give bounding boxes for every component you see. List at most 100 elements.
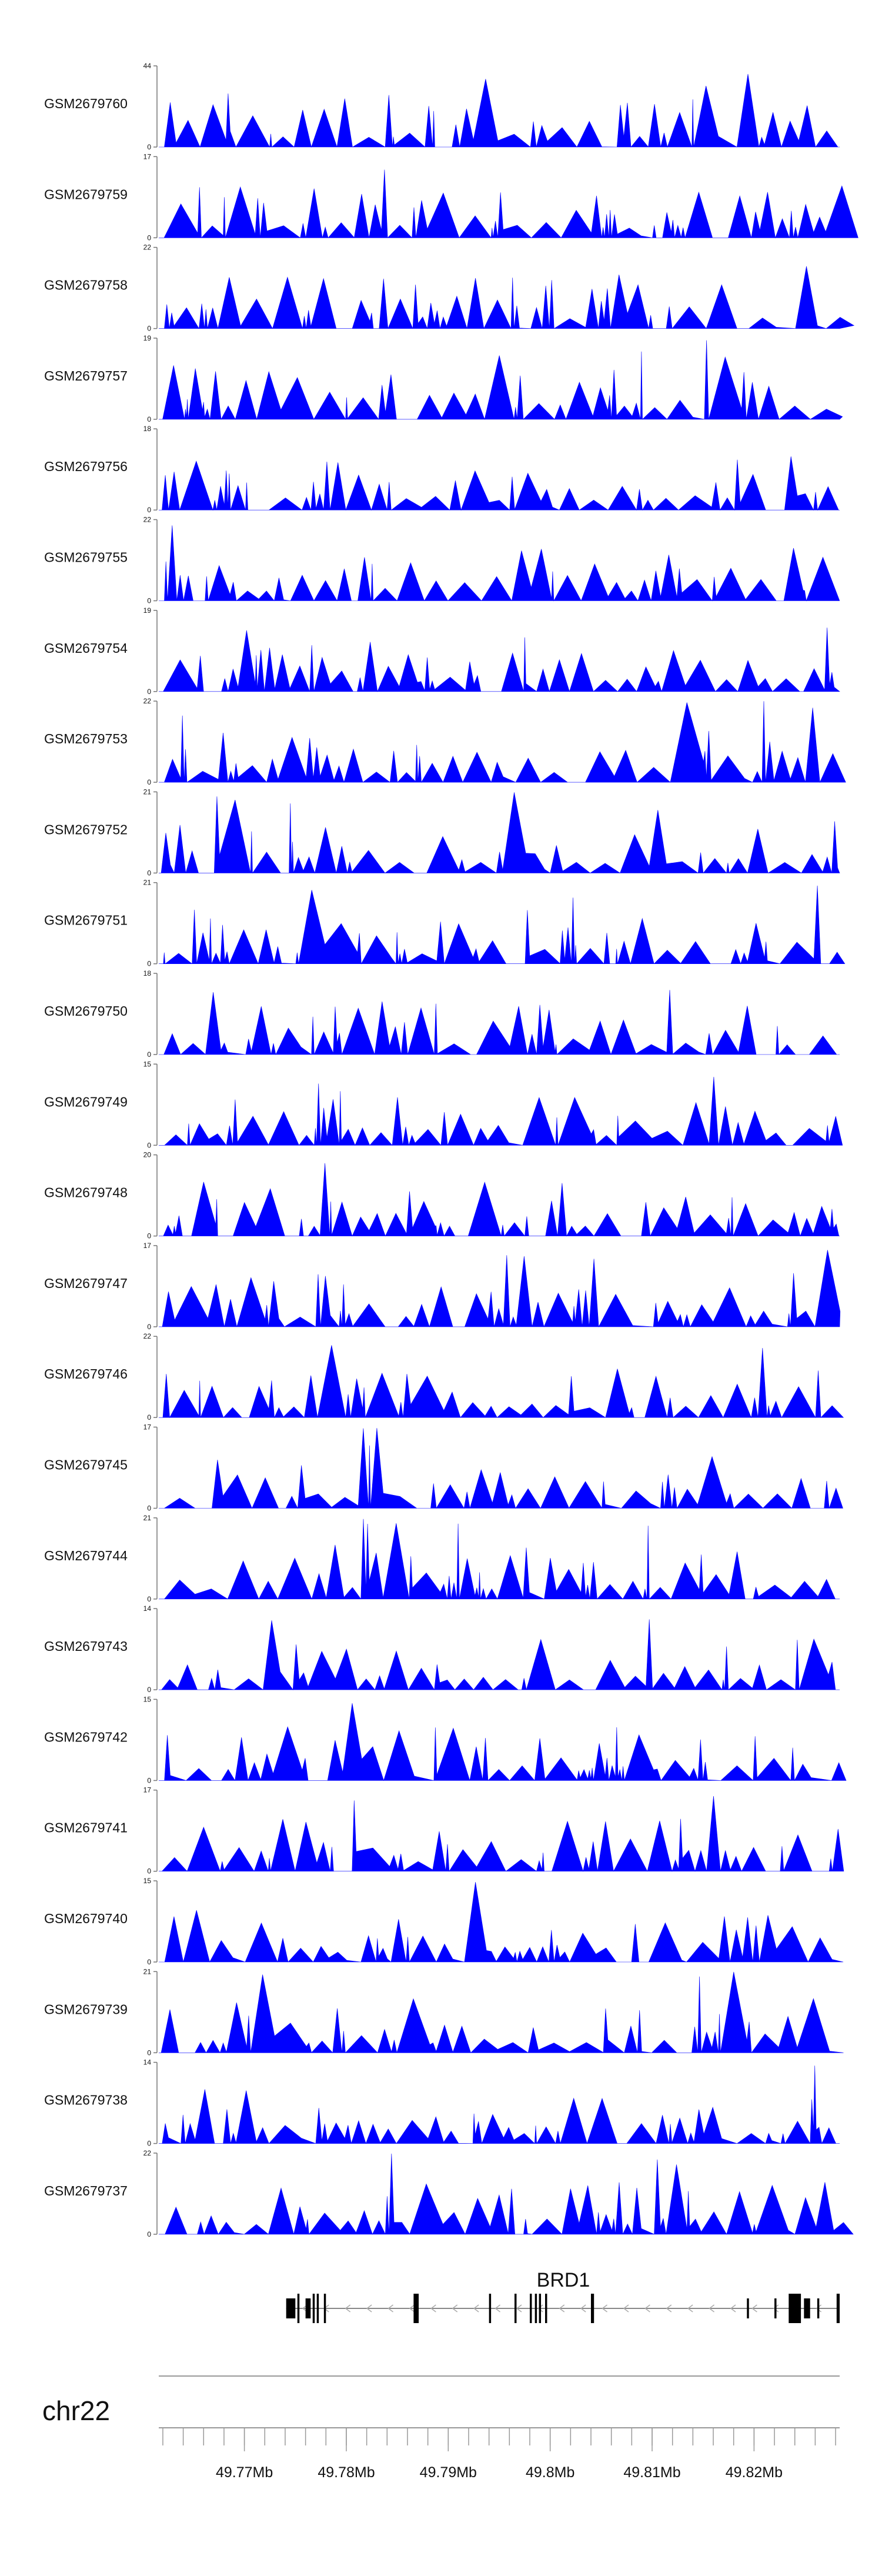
strand-arrow bbox=[366, 2304, 372, 2313]
coverage-area bbox=[159, 1345, 844, 1419]
y-tick-label-zero: 0 bbox=[147, 688, 151, 696]
track-GSM2679754: GSM2679754 19 0 bbox=[44, 606, 840, 696]
y-tick-label-zero: 0 bbox=[147, 1958, 151, 1966]
y-tick-label-zero: 0 bbox=[147, 1141, 151, 1149]
exon-block bbox=[305, 2298, 311, 2318]
axis-tick-label: 49.78Mb bbox=[318, 2464, 375, 2481]
strand-arrow bbox=[409, 2304, 415, 2313]
track-label: GSM2679745 bbox=[44, 1457, 128, 1473]
track-label: GSM2679749 bbox=[44, 1094, 128, 1109]
strand-arrow bbox=[644, 2304, 650, 2313]
exon-block bbox=[413, 2294, 419, 2323]
coverage-area bbox=[159, 1882, 844, 1963]
track-label: GSM2679737 bbox=[44, 2183, 128, 2198]
track-label: GSM2679753 bbox=[44, 731, 128, 746]
y-tick-label-max: 22 bbox=[143, 1332, 152, 1340]
axis-tick-label: 49.79Mb bbox=[420, 2464, 477, 2481]
y-tick-label-max: 15 bbox=[143, 1877, 152, 1885]
strand-arrow bbox=[709, 2304, 715, 2313]
track-label: GSM2679746 bbox=[44, 1366, 128, 1382]
track-GSM2679756: GSM2679756 18 0 bbox=[44, 425, 840, 514]
axis-tick-label: 49.77Mb bbox=[216, 2464, 273, 2481]
y-tick-label-max: 21 bbox=[143, 1967, 152, 1976]
strand-arrow bbox=[816, 2304, 822, 2313]
coverage-area bbox=[159, 266, 855, 329]
coverage-area bbox=[159, 2153, 854, 2235]
y-tick-label-zero: 0 bbox=[147, 1686, 151, 1694]
y-tick-label-max: 18 bbox=[143, 425, 152, 433]
track-label: GSM2679758 bbox=[44, 278, 128, 293]
strand-arrow bbox=[666, 2304, 672, 2313]
genome-axis: chr22 49.77Mb 49.78Mb 49.79Mb 49.8Mb 49.81Mb… bbox=[42, 2375, 840, 2481]
strand-arrow bbox=[687, 2304, 693, 2313]
track-label: GSM2679754 bbox=[44, 640, 128, 656]
y-tick-label-max: 14 bbox=[143, 2058, 152, 2067]
coverage-area bbox=[159, 1619, 840, 1691]
track-GSM2679759: GSM2679759 17 0 bbox=[44, 152, 858, 242]
track-GSM2679743: GSM2679743 14 0 bbox=[44, 1604, 840, 1694]
track-label: GSM2679743 bbox=[44, 1639, 128, 1654]
gene-label: BRD1 bbox=[537, 2269, 590, 2291]
strand-arrow bbox=[452, 2304, 458, 2313]
y-tick-label-zero: 0 bbox=[147, 869, 151, 877]
track-label: GSM2679752 bbox=[44, 822, 128, 837]
axis-tick-label: 49.8Mb bbox=[526, 2464, 574, 2481]
track-GSM2679745: GSM2679745 17 0 bbox=[44, 1423, 843, 1513]
strand-arrow bbox=[602, 2304, 607, 2313]
track-GSM2679739: GSM2679739 21 0 bbox=[44, 1967, 844, 2057]
y-tick-label-zero: 0 bbox=[147, 1413, 151, 1422]
y-tick-label-max: 21 bbox=[143, 879, 152, 887]
coverage-area bbox=[159, 1703, 847, 1781]
track-GSM2679744: GSM2679744 21 0 bbox=[44, 1514, 840, 1603]
track-GSM2679748: GSM2679748 20 0 bbox=[44, 1151, 840, 1240]
exon-block bbox=[534, 2294, 537, 2323]
exon-block bbox=[804, 2298, 810, 2318]
coverage-area bbox=[159, 169, 858, 239]
coverage-area bbox=[159, 792, 840, 874]
y-tick-label-zero: 0 bbox=[147, 233, 151, 242]
exon-block bbox=[514, 2294, 517, 2323]
coverage-area bbox=[159, 2066, 840, 2144]
strand-arrow bbox=[387, 2304, 393, 2313]
y-tick-label-max: 22 bbox=[143, 243, 152, 252]
y-tick-label-zero: 0 bbox=[147, 2140, 151, 2148]
track-label: GSM2679759 bbox=[44, 186, 128, 202]
y-tick-label-zero: 0 bbox=[147, 1867, 151, 1876]
y-tick-label-zero: 0 bbox=[147, 325, 151, 333]
coverage-area bbox=[159, 525, 840, 602]
track-label: GSM2679739 bbox=[44, 2001, 128, 2017]
coverage-tracks: GSM2679760440GSM2679759170GSM2679758220G… bbox=[44, 62, 858, 2238]
y-tick-label-zero: 0 bbox=[147, 597, 151, 605]
exon-block bbox=[286, 2298, 296, 2318]
track-label: GSM2679757 bbox=[44, 368, 128, 383]
strand-arrow bbox=[730, 2304, 736, 2313]
exon-block bbox=[297, 2294, 300, 2323]
y-tick-label-max: 22 bbox=[143, 516, 152, 524]
coverage-area bbox=[159, 990, 840, 1055]
y-tick-label-zero: 0 bbox=[147, 1323, 151, 1331]
y-tick-label-max: 44 bbox=[143, 62, 152, 70]
y-tick-label-max: 14 bbox=[143, 1604, 152, 1613]
track-label: GSM2679747 bbox=[44, 1276, 128, 1291]
track-GSM2679746: GSM2679746 22 0 bbox=[44, 1332, 844, 1422]
coverage-area bbox=[159, 1163, 840, 1237]
y-tick-label-zero: 0 bbox=[147, 2048, 151, 2057]
strand-arrow bbox=[537, 2304, 543, 2313]
coverage-area bbox=[159, 340, 843, 421]
y-tick-label-zero: 0 bbox=[147, 1504, 151, 1513]
exon-block bbox=[817, 2298, 820, 2318]
y-tick-label-zero: 0 bbox=[147, 1232, 151, 1240]
track-GSM2679753: GSM2679753 22 0 bbox=[44, 697, 846, 786]
track-label: GSM2679750 bbox=[44, 1003, 128, 1019]
y-tick-label-zero: 0 bbox=[147, 1595, 151, 1603]
y-tick-label-max: 19 bbox=[143, 334, 152, 342]
track-label: GSM2679740 bbox=[44, 1911, 128, 1926]
strand-arrow bbox=[473, 2304, 479, 2313]
coverage-area bbox=[159, 885, 846, 965]
exon-block bbox=[312, 2294, 315, 2323]
y-tick-label-max: 15 bbox=[143, 1695, 152, 1703]
strand-arrow bbox=[559, 2304, 565, 2313]
strand-arrow bbox=[495, 2304, 500, 2313]
track-GSM2679738: GSM2679738 14 0 bbox=[44, 2058, 840, 2148]
